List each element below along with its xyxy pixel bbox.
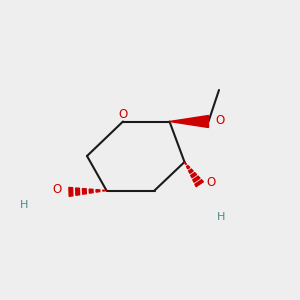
Polygon shape <box>195 180 203 187</box>
Text: O: O <box>118 107 127 121</box>
Text: O: O <box>215 113 224 127</box>
Text: H: H <box>20 200 28 211</box>
Polygon shape <box>189 169 193 173</box>
Polygon shape <box>191 172 197 178</box>
Polygon shape <box>103 190 106 191</box>
Polygon shape <box>187 166 190 169</box>
Text: O: O <box>206 176 216 190</box>
Polygon shape <box>76 188 80 195</box>
Polygon shape <box>69 188 73 196</box>
Text: H: H <box>217 212 225 223</box>
Polygon shape <box>89 189 93 193</box>
Polygon shape <box>82 188 86 194</box>
Polygon shape <box>96 190 100 192</box>
Text: O: O <box>52 183 62 196</box>
Polygon shape <box>193 176 200 182</box>
Polygon shape <box>169 116 208 128</box>
Polygon shape <box>184 162 186 164</box>
